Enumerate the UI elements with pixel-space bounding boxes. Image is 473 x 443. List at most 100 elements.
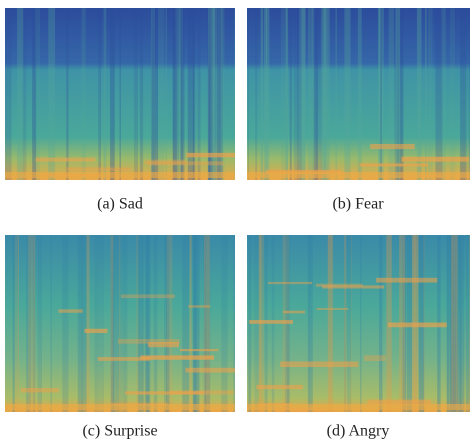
harmonic: [36, 158, 96, 162]
striation: [140, 8, 143, 180]
harmonic: [359, 163, 428, 166]
harmonic: [316, 284, 363, 287]
striation: [428, 8, 433, 180]
striation: [98, 235, 104, 412]
striation: [389, 8, 394, 180]
striation: [460, 8, 466, 180]
striation: [435, 8, 442, 180]
striation: [400, 8, 404, 180]
striation: [190, 235, 192, 412]
striation: [136, 235, 138, 412]
striation: [15, 235, 17, 412]
harmonic: [268, 282, 312, 284]
harmonic: [118, 339, 180, 344]
striation: [175, 8, 179, 180]
striation: [82, 235, 87, 412]
harmonic: [67, 167, 131, 171]
striation: [138, 235, 144, 412]
figure: (a) Sad (b) Fear (c) Surprise (d) Angry: [0, 0, 473, 443]
harmonic: [402, 157, 469, 162]
striation: [360, 235, 361, 412]
spectrogram-fear: [247, 8, 470, 180]
striation: [233, 235, 235, 412]
striation: [417, 8, 422, 180]
striation: [118, 235, 124, 412]
spectrogram-sad: [5, 8, 235, 180]
striation: [425, 8, 427, 180]
striation: [261, 8, 263, 180]
striation: [62, 235, 68, 412]
spectrogram-surprise: [5, 235, 235, 412]
base-band: [247, 172, 470, 178]
harmonic: [180, 349, 218, 351]
striation: [158, 8, 165, 180]
harmonic: [186, 153, 235, 158]
striation: [395, 8, 400, 180]
striation: [182, 235, 189, 412]
striation: [344, 8, 350, 180]
striation: [255, 8, 257, 180]
harmonic: [370, 144, 414, 149]
striation: [66, 8, 68, 180]
harmonic: [280, 361, 358, 367]
harmonic: [98, 357, 151, 361]
harmonic: [188, 305, 210, 307]
caption: (b) Fear: [332, 196, 384, 213]
harmonic: [121, 294, 175, 298]
striation: [248, 8, 249, 180]
striation: [286, 8, 288, 180]
base-band: [247, 404, 470, 410]
striation: [104, 8, 107, 180]
harmonic: [21, 388, 59, 392]
striation: [48, 8, 55, 180]
striation: [379, 235, 382, 412]
striation: [35, 8, 40, 180]
harmonic: [376, 278, 437, 283]
striation: [451, 235, 458, 412]
striation: [164, 235, 167, 412]
harmonic: [185, 368, 235, 373]
striation: [297, 8, 301, 180]
striation: [13, 235, 15, 412]
harmonic: [58, 309, 82, 312]
striation: [166, 8, 167, 180]
striation: [358, 8, 362, 180]
striation: [351, 235, 352, 412]
striation: [86, 235, 89, 412]
striation: [380, 8, 382, 180]
caption: (d) Angry: [327, 423, 390, 440]
striation: [441, 8, 445, 180]
harmonic: [364, 355, 386, 361]
striation: [33, 235, 35, 412]
striation: [344, 235, 346, 412]
harmonic: [249, 320, 293, 324]
striation: [124, 235, 127, 412]
striation: [459, 235, 464, 412]
striation: [41, 235, 42, 412]
striation: [167, 235, 173, 412]
striation: [309, 235, 313, 412]
striation: [308, 8, 313, 180]
striation: [18, 235, 19, 412]
striation: [17, 8, 23, 180]
striation: [193, 235, 197, 412]
striation: [110, 8, 115, 180]
striation: [328, 235, 333, 412]
base-band: [5, 404, 235, 410]
striation: [266, 8, 267, 180]
harmonic: [388, 323, 447, 328]
striation: [450, 8, 455, 180]
harmonic: [144, 160, 186, 165]
striation: [151, 8, 158, 180]
striation: [51, 235, 52, 412]
harmonic: [140, 355, 213, 359]
striation: [321, 8, 326, 180]
harmonic: [317, 308, 349, 310]
striation: [221, 235, 227, 412]
striation: [347, 235, 351, 412]
striation: [98, 8, 101, 180]
striation: [446, 235, 448, 412]
striation: [469, 8, 470, 180]
harmonic: [85, 329, 108, 333]
striation: [5, 8, 12, 180]
